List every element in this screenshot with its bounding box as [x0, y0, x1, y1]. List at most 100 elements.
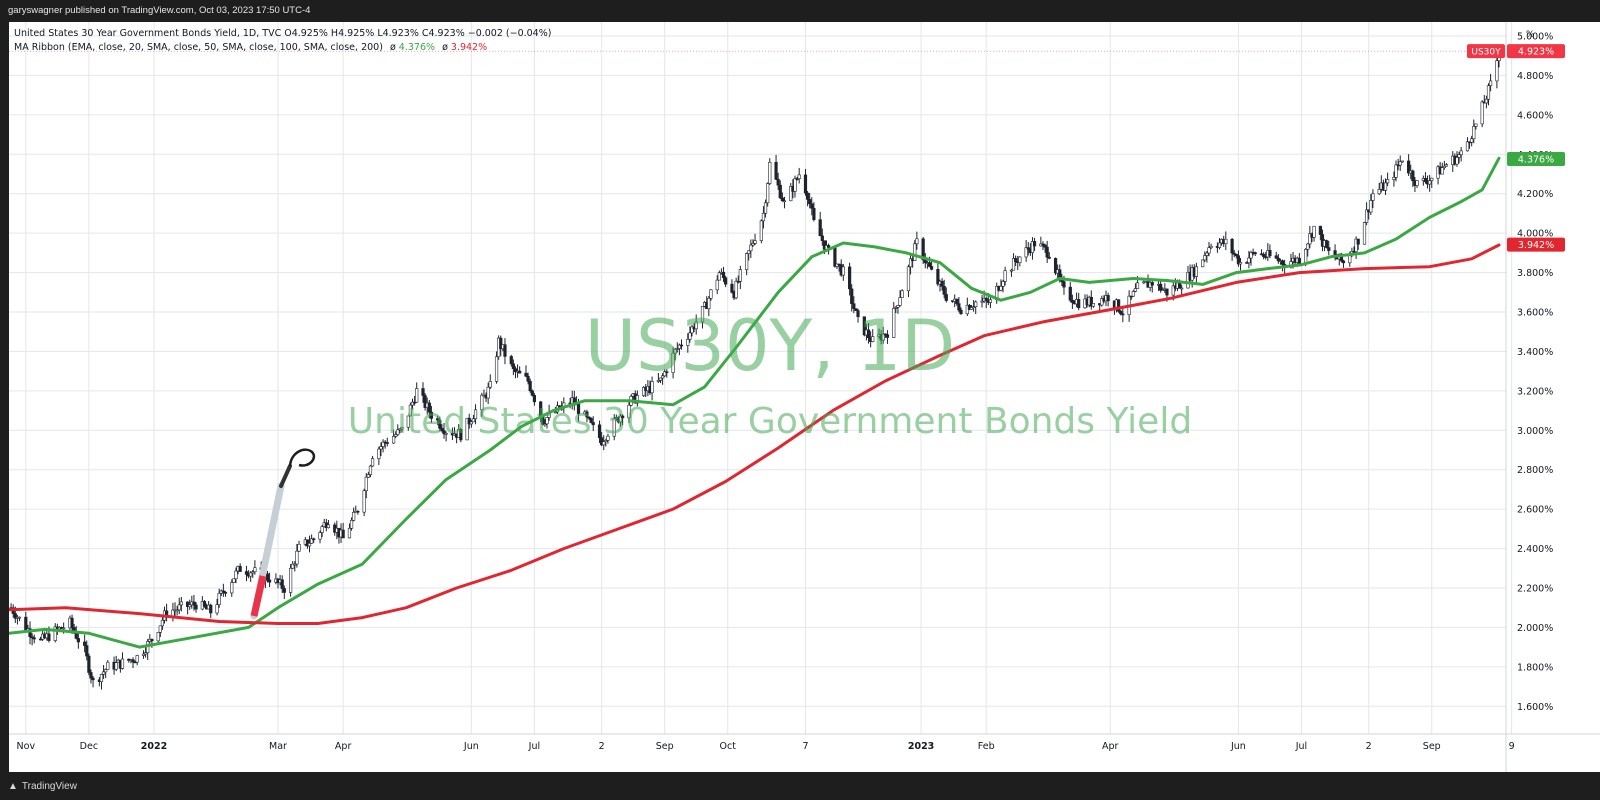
- candle-body: [1459, 150, 1463, 155]
- candle-body: [444, 432, 448, 435]
- candle-body: [188, 604, 192, 608]
- candle-body: [885, 334, 890, 338]
- candle-body: [131, 659, 135, 663]
- chart-area[interactable]: 1.600% 1.800% 2.000% 2.200% 2.400% 2.600% 2.80…: [9, 22, 1600, 772]
- candle-body: [908, 258, 913, 268]
- candle-body: [473, 409, 478, 420]
- candle-body: [238, 566, 242, 572]
- candle-body: [267, 579, 272, 583]
- candle-body: [249, 572, 253, 577]
- candle-body: [62, 627, 66, 630]
- candle-body: [101, 671, 106, 675]
- candle-body: [291, 563, 295, 569]
- legend-symbol-line[interactable]: United States 30 Year Government Bonds Y…: [14, 28, 551, 39]
- ma-slow-line[interactable]: [9, 243, 1501, 625]
- candle-body: [1018, 256, 1022, 264]
- candle-body: [1318, 225, 1322, 235]
- candle-body: [1106, 295, 1110, 302]
- candle-body: [923, 259, 927, 264]
- candle-body: [587, 416, 591, 419]
- candle-body: [1129, 295, 1133, 298]
- price-chart[interactable]: 1.600% 1.800% 2.000% 2.200% 2.400% 2.600% 2.80…: [9, 22, 1600, 772]
- candle-body: [805, 192, 810, 200]
- x-tick-label: Sep: [656, 741, 674, 752]
- tradingview-logo[interactable]: ▲ TradingView: [8, 781, 77, 792]
- candle-body: [1062, 281, 1066, 288]
- candle-body: [326, 524, 331, 529]
- candle-body: [349, 519, 354, 529]
- candle-body: [1356, 238, 1360, 245]
- candle-body: [30, 636, 34, 639]
- candle-body: [818, 219, 822, 237]
- candle-body: [1003, 270, 1007, 282]
- candle-body: [1058, 269, 1062, 279]
- y-tick-label: 4.800%: [1517, 71, 1553, 82]
- candle-body: [749, 244, 753, 252]
- candle-body: [690, 326, 694, 334]
- candle-body: [763, 202, 768, 214]
- candle-body: [812, 207, 816, 220]
- candle-body: [459, 429, 463, 441]
- candle-body: [1070, 299, 1074, 303]
- candle-body: [1043, 244, 1047, 248]
- candle-body: [282, 588, 286, 593]
- candle-body: [1480, 101, 1484, 125]
- candle-body: [627, 404, 631, 419]
- y-tick-label: 2.800%: [1517, 465, 1553, 476]
- candle-body: [1308, 233, 1312, 245]
- candle-body: [852, 303, 856, 309]
- candle-body: [410, 401, 415, 406]
- candle-body: [471, 418, 476, 423]
- candle-body: [341, 529, 345, 539]
- candle-body: [503, 344, 507, 357]
- candle-body: [894, 307, 898, 309]
- candle-body: [782, 200, 787, 203]
- candle-body: [394, 434, 398, 437]
- candle-body: [120, 658, 125, 669]
- candle-body: [1068, 286, 1072, 301]
- candle-body: [156, 632, 160, 642]
- axis-unit-label: %: [1526, 30, 1535, 40]
- x-tick-label: Dec: [80, 741, 98, 752]
- price-tag-ma-fast-bg: [1507, 152, 1565, 167]
- candle-body: [955, 298, 959, 304]
- candle-body: [1268, 250, 1272, 257]
- candle-body: [1423, 177, 1428, 182]
- candle-body: [1026, 247, 1030, 250]
- candle-body: [106, 661, 110, 670]
- candle-body: [87, 655, 91, 673]
- candle-body: [717, 272, 721, 281]
- candle-body: [841, 266, 845, 276]
- x-tick-label: Sep: [1423, 741, 1441, 752]
- candle-body: [871, 336, 875, 342]
- candle-body: [980, 300, 984, 303]
- y-tick-label: 2.000%: [1517, 623, 1553, 634]
- candle-body: [866, 329, 871, 339]
- candle-body: [766, 183, 770, 204]
- candle-body: [915, 238, 919, 245]
- x-tick-label: Jul: [528, 741, 540, 752]
- x-tick-label: 2023: [908, 741, 934, 752]
- candle-body: [1119, 310, 1123, 315]
- x-tick-label: 2022: [141, 741, 167, 752]
- candle-body: [366, 474, 370, 478]
- candle-body: [1207, 247, 1211, 254]
- candle-body: [1365, 209, 1369, 223]
- candle-body: [810, 203, 814, 209]
- annotation-cane-tip: [250, 575, 267, 617]
- legend-indicator-line[interactable]: MA Ribbon (EMA, close, 20, SMA, close, 5…: [14, 42, 487, 53]
- candle-body: [604, 440, 608, 442]
- candle-body: [1444, 164, 1449, 167]
- candle-body: [347, 527, 352, 539]
- candle-body: [1386, 179, 1390, 184]
- y-tick-label: 4.200%: [1517, 189, 1553, 200]
- footer-bar: ▲ TradingView: [0, 772, 1600, 800]
- candle-body: [854, 308, 858, 311]
- ma-fast-line[interactable]: [9, 156, 1501, 649]
- y-tick-label: 1.800%: [1517, 662, 1553, 673]
- candle-body: [179, 601, 183, 606]
- candle-body: [1339, 253, 1343, 262]
- candle-body: [1131, 291, 1135, 297]
- legend-symbol-text: United States 30 Year Government Bonds Y…: [14, 28, 552, 39]
- candle-body: [465, 417, 469, 441]
